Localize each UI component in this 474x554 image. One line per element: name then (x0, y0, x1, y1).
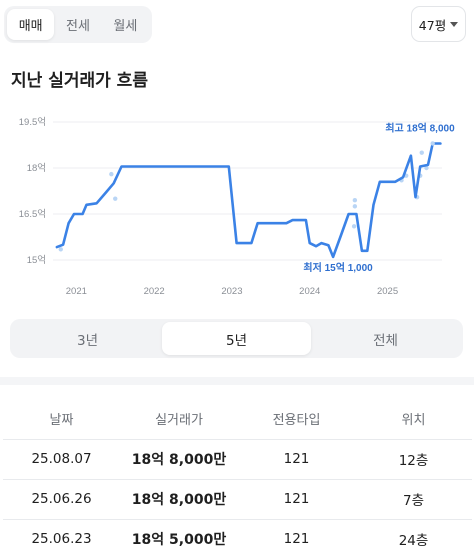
series-line (55, 142, 442, 259)
deal-type-tabs: 매매 전세 월세 (4, 6, 152, 43)
max-annotation: 최고 18억 8,000 (385, 121, 455, 134)
y-tick-label: 18억 (27, 162, 46, 174)
table-row[interactable]: 25.06.26 18억 8,000만 121 7층 (3, 479, 472, 520)
size-select[interactable]: 47평 (411, 6, 466, 42)
x-tick-label: 2024 (299, 286, 320, 297)
scatter-point (109, 171, 114, 177)
row-date: 25.06.23 (3, 519, 120, 554)
scatter-point (352, 198, 358, 203)
row-price: 18억 8,000만 (120, 439, 238, 480)
table-header-row: 날짜 실거래가 전용타입 위치 (3, 398, 472, 440)
scatter-point (424, 165, 429, 171)
price-trend-chart: 19.5억 18억 16.5억 15억 2021 2022 2023 2024 2025 최고 1… (19, 116, 455, 297)
tab-sale[interactable]: 매매 (7, 9, 55, 40)
row-floor: 24층 (355, 519, 472, 554)
size-select-label: 47평 (418, 17, 447, 33)
x-tick-label: 2021 (66, 286, 87, 297)
caret-down-icon (450, 21, 459, 27)
min-annotation: 최저 15억 1,000 (303, 261, 373, 274)
row-type: 121 (238, 519, 355, 554)
y-tick-label: 19.5억 (19, 116, 46, 128)
scatter-point (113, 196, 118, 201)
tab-monthly-rent[interactable]: 월세 (113, 19, 138, 34)
row-date: 25.08.07 (3, 439, 120, 480)
header-floor: 위치 (355, 398, 472, 440)
header-date: 날짜 (3, 398, 120, 440)
section-divider (0, 377, 474, 385)
tab-all[interactable]: 전체 (373, 332, 398, 349)
y-tick-label: 16.5억 (19, 208, 46, 220)
scatter-point (352, 204, 358, 209)
section-title: 지난 실거래가 흐름 (11, 71, 148, 91)
tab-jeonse[interactable]: 전세 (66, 19, 90, 34)
row-date: 25.06.26 (3, 479, 120, 520)
row-floor: 12층 (355, 439, 472, 480)
period-tabs: 3년 5년 전체 (10, 319, 463, 358)
scatter-point (351, 224, 357, 229)
table-row[interactable]: 25.08.07 18억 8,000만 121 12층 (3, 439, 472, 480)
table-row[interactable]: 25.06.23 18억 5,000만 121 24층 (3, 519, 472, 554)
header-type: 전용타입 (238, 398, 355, 440)
header-price: 실거래가 (120, 398, 238, 440)
scatter-point (58, 247, 63, 252)
y-tick-label: 15억 (27, 254, 46, 266)
tab-3-years[interactable]: 3년 (76, 332, 98, 349)
row-type: 121 (238, 439, 355, 480)
x-tick-label: 2023 (221, 286, 242, 297)
row-type: 121 (238, 479, 355, 520)
row-price: 18억 8,000만 (120, 479, 238, 520)
transaction-table: 날짜 실거래가 전용타입 위치 25.08.07 18억 8,000만 121 … (3, 398, 472, 554)
tab-5-years[interactable]: 5년 (162, 322, 311, 355)
max-point (430, 141, 435, 146)
x-tick-label: 2022 (144, 286, 165, 297)
scatter-point (419, 150, 424, 155)
x-tick-label: 2025 (377, 286, 398, 297)
row-floor: 7층 (355, 479, 472, 520)
row-price: 18억 5,000만 (120, 519, 238, 554)
